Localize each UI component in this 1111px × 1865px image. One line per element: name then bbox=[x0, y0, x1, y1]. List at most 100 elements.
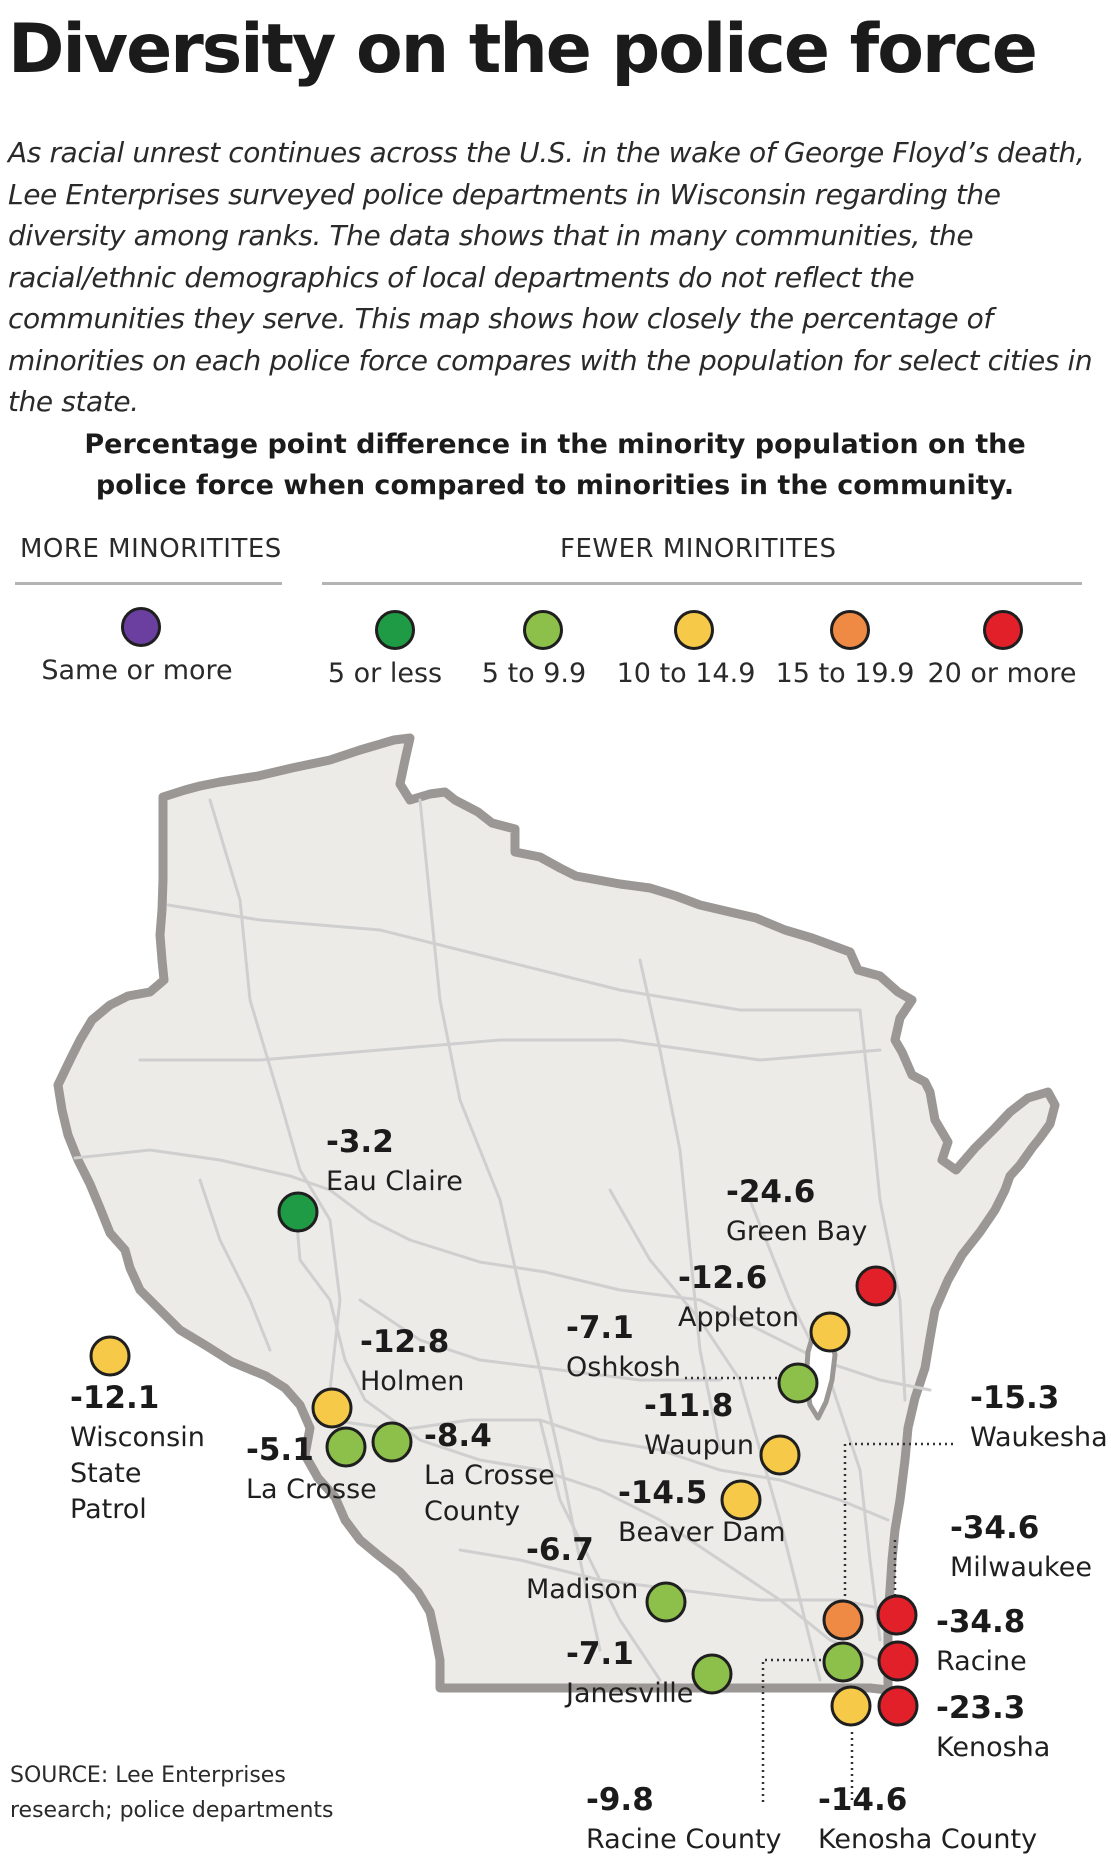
legend-label-5-to-9-9: 5 to 9.9 bbox=[481, 658, 587, 689]
city-name-line: Waupun bbox=[644, 1430, 754, 1461]
city-name-holmen: Holmen bbox=[360, 1366, 464, 1397]
city-marker-beaver-dam bbox=[720, 1479, 762, 1521]
page-title: Diversity on the police force bbox=[8, 10, 1038, 89]
city-value-green-bay: -24.6 bbox=[726, 1174, 815, 1210]
city-marker-la-crosse bbox=[325, 1426, 367, 1468]
city-name-beaver-dam: Beaver Dam bbox=[618, 1517, 786, 1548]
legend-dot-15-to-19-9 bbox=[830, 610, 870, 650]
city-marker-appleton bbox=[809, 1311, 851, 1353]
intro-text: As racial unrest continues across the U.… bbox=[8, 136, 1093, 418]
legend-label-20-or-more: 20 or more bbox=[927, 658, 1077, 689]
city-value-wisconsin-state-patrol: -12.1 bbox=[70, 1380, 159, 1416]
city-name-waupun: Waupun bbox=[644, 1430, 754, 1461]
legend-more-header: MORE MINORITITES bbox=[20, 534, 282, 564]
city-name-appleton: Appleton bbox=[678, 1302, 799, 1333]
city-marker-milwaukee bbox=[876, 1594, 918, 1636]
legend-label-15-to-19-9: 15 to 19.9 bbox=[775, 658, 915, 689]
city-name-la-crosse-county: La Crosse County bbox=[424, 1460, 555, 1527]
city-name-line: Green Bay bbox=[726, 1216, 867, 1247]
city-name-janesville: Janesville bbox=[564, 1678, 693, 1709]
legend-dot-5-to-9-9 bbox=[523, 610, 563, 650]
city-value-holmen: -12.8 bbox=[360, 1324, 449, 1360]
legend-dot-20-or-more bbox=[983, 610, 1023, 650]
city-value-waukesha: -15.3 bbox=[970, 1380, 1059, 1416]
city-name-milwaukee: Milwaukee bbox=[950, 1552, 1092, 1583]
city-marker-waukesha bbox=[822, 1599, 864, 1641]
city-name-line: Eau Claire bbox=[326, 1166, 463, 1197]
city-marker-racine bbox=[877, 1640, 919, 1682]
city-name-line: Racine County bbox=[586, 1824, 782, 1855]
city-marker-waupun bbox=[759, 1434, 801, 1476]
city-value-kenosha-county: -14.6 bbox=[818, 1782, 907, 1818]
city-marker-madison bbox=[645, 1581, 687, 1623]
city-marker-oshkosh bbox=[777, 1362, 819, 1404]
city-name-line: Janesville bbox=[564, 1678, 693, 1709]
legend-label-5-or-less: 5 or less bbox=[327, 658, 443, 689]
city-value-beaver-dam: -14.5 bbox=[618, 1475, 707, 1511]
city-value-racine-county: -9.8 bbox=[586, 1782, 654, 1818]
city-marker-janesville bbox=[691, 1653, 733, 1695]
legend-dot-10-to-14-9 bbox=[674, 610, 714, 650]
city-value-waupun: -11.8 bbox=[644, 1388, 733, 1424]
city-name-line: Patrol bbox=[70, 1494, 147, 1525]
city-name-racine: Racine bbox=[936, 1646, 1027, 1677]
city-value-la-crosse-county: -8.4 bbox=[424, 1418, 492, 1454]
city-name-line: Waukesha bbox=[970, 1422, 1108, 1453]
city-value-kenosha: -23.3 bbox=[936, 1690, 1025, 1726]
city-name-line: Kenosha County bbox=[818, 1824, 1037, 1855]
city-marker-kenosha bbox=[877, 1685, 919, 1727]
city-name-line: Racine bbox=[936, 1646, 1027, 1677]
city-name-line: Beaver Dam bbox=[618, 1517, 786, 1548]
city-markers: -3.2 Eau Claire -24.6 Green Bay -12.6 Appleto… bbox=[70, 1124, 1108, 1855]
city-value-oshkosh: -7.1 bbox=[566, 1310, 634, 1346]
city-name-line: Madison bbox=[526, 1574, 638, 1605]
legend-dot-same-or-more bbox=[121, 607, 161, 647]
leader-lines bbox=[685, 1376, 955, 1802]
legend-label-10-to-14-9: 10 to 14.9 bbox=[616, 658, 756, 689]
city-value-appleton: -12.6 bbox=[678, 1260, 767, 1296]
city-marker-holmen bbox=[311, 1387, 353, 1429]
city-value-eau-claire: -3.2 bbox=[326, 1124, 394, 1160]
city-name-green-bay: Green Bay bbox=[726, 1216, 867, 1247]
city-name-line: Kenosha bbox=[936, 1732, 1050, 1763]
city-name-line: County bbox=[424, 1496, 520, 1527]
city-name-line: Appleton bbox=[678, 1302, 799, 1333]
city-value-racine: -34.8 bbox=[936, 1604, 1025, 1640]
city-value-janesville: -7.1 bbox=[566, 1636, 634, 1672]
city-name-line: Milwaukee bbox=[950, 1552, 1092, 1583]
city-marker-eau-claire bbox=[277, 1191, 319, 1233]
city-name-line: Wisconsin bbox=[70, 1422, 205, 1453]
city-name-eau-claire: Eau Claire bbox=[326, 1166, 463, 1197]
city-name-line: La Crosse bbox=[246, 1474, 377, 1505]
city-name-kenosha: Kenosha bbox=[936, 1732, 1050, 1763]
city-marker-wisconsin-state-patrol bbox=[89, 1335, 131, 1377]
city-marker-green-bay bbox=[855, 1265, 897, 1307]
city-marker-kenosha-county bbox=[830, 1685, 872, 1727]
city-name-la-crosse: La Crosse bbox=[246, 1474, 377, 1505]
city-value-la-crosse: -5.1 bbox=[246, 1432, 314, 1468]
city-name-racine-county: Racine County bbox=[586, 1824, 782, 1855]
city-name-line: Holmen bbox=[360, 1366, 464, 1397]
highway-lines bbox=[73, 798, 932, 1682]
city-name-waukesha: Waukesha bbox=[970, 1422, 1108, 1453]
city-value-milwaukee: -34.6 bbox=[950, 1510, 1039, 1546]
source-note: SOURCE: Lee Enterprises research; police… bbox=[10, 1763, 334, 1823]
city-value-madison: -6.7 bbox=[526, 1532, 594, 1568]
city-name-line: La Crosse bbox=[424, 1460, 555, 1491]
city-name-oshkosh: Oshkosh bbox=[566, 1352, 681, 1383]
city-name-kenosha-county: Kenosha County bbox=[818, 1824, 1037, 1855]
map-subhead: Percentage point difference in the minor… bbox=[84, 429, 1026, 501]
city-name-line: Oshkosh bbox=[566, 1352, 681, 1383]
legend-more-rule bbox=[15, 582, 282, 585]
legend-dot-5-or-less bbox=[375, 610, 415, 650]
legend-label-same-or-more: Same or more bbox=[41, 655, 233, 686]
city-marker-la-crosse-county bbox=[371, 1421, 413, 1463]
legend-fewer-header: FEWER MINORITITES bbox=[560, 534, 837, 564]
city-name-line: State bbox=[70, 1458, 141, 1489]
city-name-wisconsin-state-patrol: Wisconsin State Patrol bbox=[70, 1422, 205, 1525]
wisconsin-state-outline bbox=[53, 733, 1060, 1695]
city-name-madison: Madison bbox=[526, 1574, 638, 1605]
legend-fewer-rule bbox=[322, 582, 1082, 585]
city-marker-racine-county bbox=[822, 1641, 864, 1683]
